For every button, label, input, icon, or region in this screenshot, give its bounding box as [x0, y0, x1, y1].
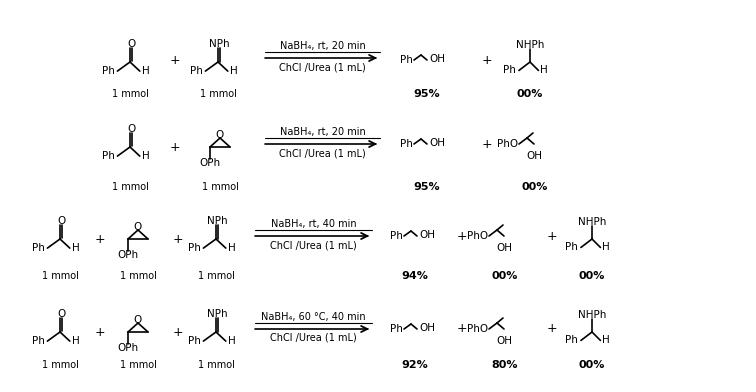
Text: NPh: NPh [209, 39, 229, 49]
Text: +: + [457, 323, 467, 336]
Text: OH: OH [496, 243, 512, 253]
Text: NaBH₄, rt, 20 min: NaBH₄, rt, 20 min [280, 41, 365, 51]
Text: 1 mmol: 1 mmol [119, 271, 156, 281]
Text: OPh: OPh [200, 158, 221, 168]
Text: O: O [216, 130, 224, 140]
Text: H: H [142, 66, 150, 76]
Text: 1 mmol: 1 mmol [202, 182, 238, 192]
Text: 92%: 92% [401, 360, 429, 370]
Text: Ph: Ph [400, 55, 413, 65]
Text: 00%: 00% [522, 182, 548, 192]
Text: Ph: Ph [32, 243, 45, 253]
Text: 1 mmol: 1 mmol [112, 89, 148, 99]
Text: PhO: PhO [497, 139, 518, 149]
Text: 1 mmol: 1 mmol [42, 271, 79, 281]
Text: OH: OH [429, 54, 445, 64]
Text: OPh: OPh [117, 343, 138, 353]
Text: 00%: 00% [517, 89, 544, 99]
Text: Ph: Ph [187, 243, 200, 253]
Text: +: + [94, 325, 105, 339]
Text: NHPh: NHPh [578, 217, 606, 227]
Text: ChCl /Urea (1 mL): ChCl /Urea (1 mL) [279, 148, 366, 158]
Text: OH: OH [419, 323, 435, 333]
Text: +: + [172, 232, 183, 245]
Text: H: H [228, 336, 236, 346]
Text: NaBH₄, 60 °C, 40 min: NaBH₄, 60 °C, 40 min [261, 312, 366, 322]
Text: OH: OH [419, 230, 435, 240]
Text: Ph: Ph [101, 66, 114, 76]
Text: +: + [482, 138, 492, 151]
Text: H: H [72, 336, 79, 346]
Text: ChCl /Urea (1 mL): ChCl /Urea (1 mL) [270, 240, 357, 250]
Text: +: + [482, 53, 492, 67]
Text: 1 mmol: 1 mmol [112, 182, 148, 192]
Text: ChCl /Urea (1 mL): ChCl /Urea (1 mL) [270, 333, 357, 343]
Text: NPh: NPh [206, 309, 228, 319]
Text: H: H [603, 336, 610, 345]
Text: O: O [127, 39, 135, 49]
Text: ChCl /Urea (1 mL): ChCl /Urea (1 mL) [279, 62, 366, 72]
Text: 00%: 00% [579, 360, 606, 370]
Text: H: H [228, 243, 236, 253]
Text: Ph: Ph [565, 336, 578, 345]
Text: H: H [541, 65, 548, 75]
Text: Ph: Ph [32, 336, 45, 346]
Text: NaBH₄, rt, 40 min: NaBH₄, rt, 40 min [271, 219, 356, 229]
Text: PhO: PhO [467, 231, 488, 241]
Text: +: + [169, 140, 181, 154]
Text: OH: OH [429, 138, 445, 148]
Text: Ph: Ph [190, 66, 203, 76]
Text: PhO: PhO [467, 324, 488, 334]
Text: 95%: 95% [414, 89, 440, 99]
Text: O: O [127, 124, 135, 134]
Text: +: + [547, 229, 557, 243]
Text: +: + [94, 232, 105, 245]
Text: 00%: 00% [492, 271, 518, 281]
Text: +: + [457, 229, 467, 243]
Text: 1 mmol: 1 mmol [197, 271, 234, 281]
Text: 00%: 00% [579, 271, 606, 281]
Text: +: + [172, 325, 183, 339]
Text: O: O [134, 315, 142, 325]
Text: 1 mmol: 1 mmol [42, 360, 79, 370]
Text: H: H [142, 151, 150, 161]
Text: NaBH₄, rt, 20 min: NaBH₄, rt, 20 min [280, 127, 365, 137]
Text: H: H [230, 66, 237, 76]
Text: O: O [57, 309, 65, 319]
Text: 1 mmol: 1 mmol [200, 89, 237, 99]
Text: 80%: 80% [491, 360, 519, 370]
Text: NPh: NPh [206, 216, 228, 226]
Text: O: O [57, 216, 65, 226]
Text: 1 mmol: 1 mmol [119, 360, 156, 370]
Text: OPh: OPh [117, 250, 138, 260]
Text: Ph: Ph [565, 242, 578, 252]
Text: O: O [134, 222, 142, 232]
Text: Ph: Ph [390, 231, 403, 241]
Text: 1 mmol: 1 mmol [197, 360, 234, 370]
Text: Ph: Ph [400, 139, 413, 149]
Text: OH: OH [526, 151, 542, 161]
Text: +: + [547, 323, 557, 336]
Text: Ph: Ph [390, 324, 403, 334]
Text: OH: OH [496, 336, 512, 346]
Text: NHPh: NHPh [578, 310, 606, 320]
Text: Ph: Ph [101, 151, 114, 161]
Text: NHPh: NHPh [516, 40, 544, 50]
Text: 94%: 94% [401, 271, 429, 281]
Text: H: H [72, 243, 79, 253]
Text: Ph: Ph [503, 65, 516, 75]
Text: H: H [603, 242, 610, 252]
Text: 95%: 95% [414, 182, 440, 192]
Text: Ph: Ph [187, 336, 200, 346]
Text: +: + [169, 53, 181, 67]
